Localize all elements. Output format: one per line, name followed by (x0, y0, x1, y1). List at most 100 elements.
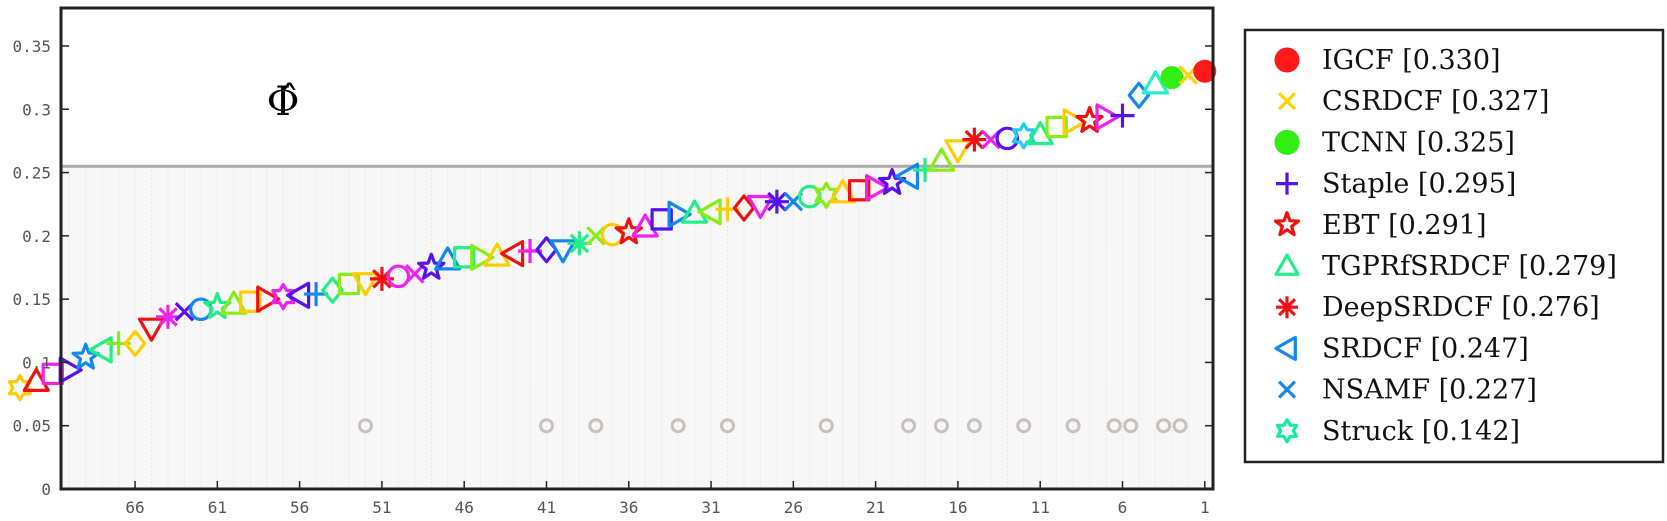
phi-annotation: Φ̂ (267, 79, 300, 125)
gray-point (538, 418, 554, 434)
plot-border (59, 6, 1215, 491)
gray-point (1106, 418, 1122, 434)
legend-item: TCNN [0.325] (1274, 127, 1515, 158)
x-tick-label: 51 (372, 498, 391, 517)
x-tick-label: 36 (619, 498, 638, 517)
y-tick-label: 0.1 (22, 353, 51, 372)
x-tick-label: 66 (125, 498, 144, 517)
data-point (1045, 115, 1068, 139)
y-tick-label: 0 (41, 480, 51, 499)
data-point (1062, 108, 1087, 136)
legend-item: IGCF [0.330] (1274, 45, 1501, 76)
legend-item: DeepSRDCF [0.276] (1276, 292, 1600, 323)
x-tick-label: 16 (948, 498, 967, 517)
data-point (369, 266, 394, 291)
data-point (1110, 103, 1135, 128)
legend-marker (1277, 92, 1297, 111)
data-point (746, 194, 775, 220)
gray-point (901, 418, 917, 434)
data-points (7, 59, 1217, 402)
data-point (155, 304, 180, 329)
gray-point (1016, 418, 1032, 434)
legend-item: CSRDCF [0.327] (1277, 86, 1549, 117)
legend-box (1243, 28, 1665, 464)
legend-marker (1274, 47, 1300, 73)
data-point (470, 243, 495, 271)
data-point (962, 127, 987, 152)
legend-marker (1274, 253, 1300, 276)
x-tick-label: 26 (784, 498, 803, 517)
data-point (894, 162, 920, 190)
data-point (405, 264, 425, 284)
data-point (650, 208, 673, 231)
y-tick-label: 0.15 (12, 290, 51, 309)
gray-point (1123, 418, 1139, 434)
y-tick-label: 0.2 (22, 227, 51, 246)
legend-marker (1275, 418, 1299, 444)
data-point (1075, 105, 1104, 133)
data-point (1193, 59, 1217, 83)
plot-frame (59, 6, 1215, 491)
data-point (567, 231, 592, 256)
legend-label: IGCF [0.330] (1322, 45, 1501, 76)
legend: IGCF [0.330] CSRDCF [0.327] TCNN [0.325] St… (1243, 28, 1665, 464)
x-tick-label: 61 (208, 498, 227, 517)
legend-marker (1276, 172, 1298, 195)
y-tick-label: 0.25 (12, 164, 51, 183)
legend-marker (1274, 129, 1300, 155)
data-point (351, 272, 380, 297)
gray-point (670, 418, 686, 434)
legend-item: EBT [0.291] (1273, 210, 1487, 241)
legend-marker (1276, 296, 1298, 319)
x-tick-label: 1 (1200, 498, 1210, 517)
x-tick-label: 6 (1118, 498, 1128, 517)
gray-point (818, 418, 834, 434)
grid (61, 166, 1213, 489)
legend-label: TGPRfSRDCF [0.279] (1322, 251, 1617, 282)
x-tick-label: 31 (701, 498, 720, 517)
gray-point (588, 418, 604, 434)
y-tick-label: 0.05 (12, 417, 51, 436)
legend-item: Staple [0.295] (1276, 169, 1516, 200)
gray-point (1156, 418, 1172, 434)
legend-marker (1273, 211, 1301, 237)
legend-item: SRDCF [0.247] (1274, 333, 1529, 364)
data-point (764, 189, 789, 214)
legend-label: CSRDCF [0.327] (1322, 86, 1549, 117)
data-point (864, 174, 890, 202)
legend-label: Struck [0.142] (1322, 416, 1520, 447)
grid-shade (61, 166, 1213, 489)
data-point (549, 239, 577, 264)
legend-label: DeepSRDCF [0.276] (1322, 292, 1600, 323)
gray-point (720, 418, 736, 434)
data-point (88, 336, 113, 364)
x-tick-label: 56 (290, 498, 309, 517)
data-point (386, 264, 411, 289)
gray-markers (357, 418, 1188, 434)
y-tick-label: 0.35 (12, 37, 51, 56)
legend-item: NSAMF [0.227] (1277, 375, 1537, 406)
legend-marker (1274, 335, 1297, 361)
legend-label: TCNN [0.325] (1322, 127, 1515, 158)
data-point (453, 246, 476, 269)
gray-point (966, 418, 982, 434)
x-tick-label: 46 (455, 498, 474, 517)
data-point (137, 317, 166, 342)
legend-marker (1277, 380, 1297, 399)
legend-label: NSAMF [0.227] (1322, 375, 1537, 406)
data-point (847, 179, 871, 202)
legend-item: Struck [0.142] (1275, 416, 1520, 447)
x-tick-label: 21 (866, 498, 885, 517)
legend-label: EBT [0.291] (1322, 210, 1487, 241)
data-point (667, 200, 692, 228)
gray-point (1172, 418, 1188, 434)
data-point (1095, 103, 1120, 131)
y-tick-label: 0.3 (22, 100, 51, 119)
gray-point (357, 418, 373, 434)
data-point (500, 240, 525, 268)
data-point (256, 285, 281, 313)
data-point (995, 126, 1020, 151)
data-point (239, 290, 262, 313)
